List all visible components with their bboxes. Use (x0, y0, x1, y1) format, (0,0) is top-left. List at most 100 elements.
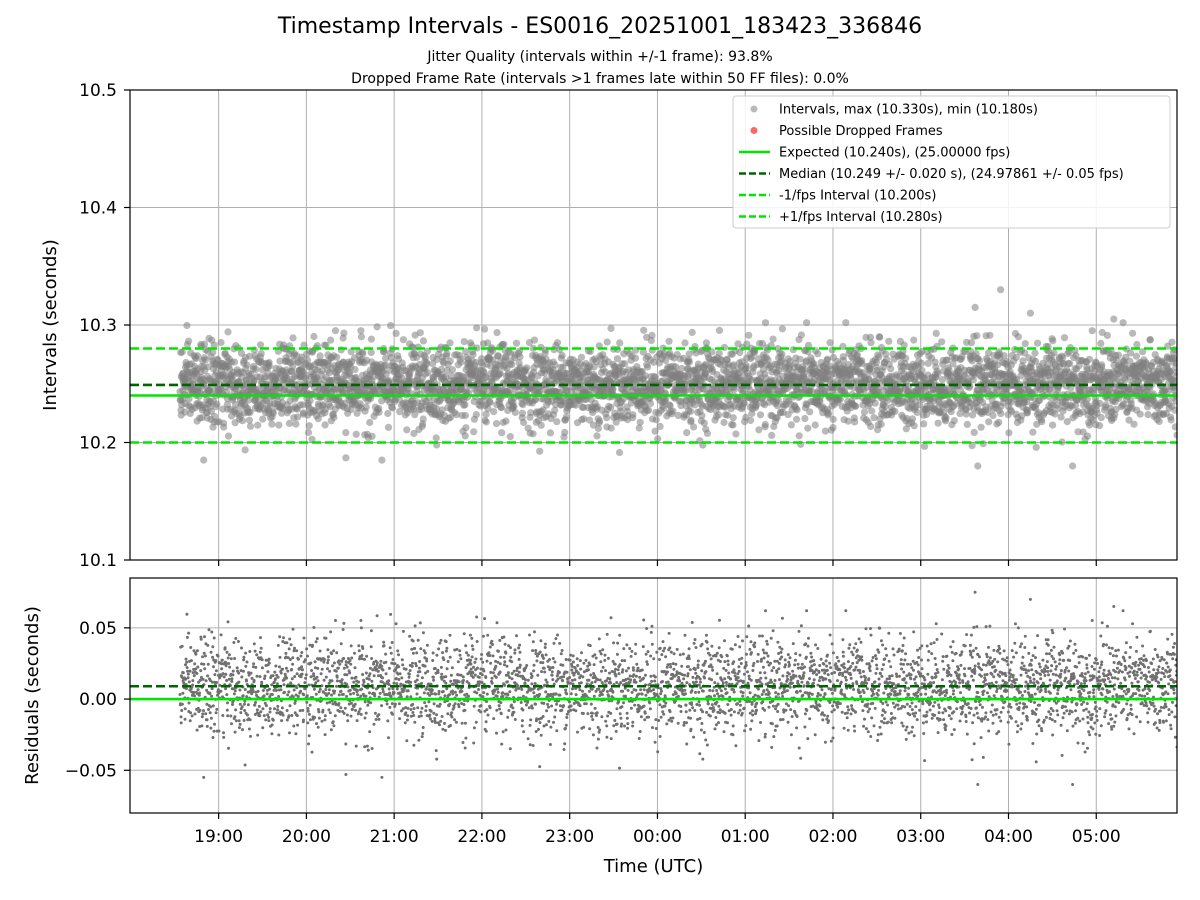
residual-point (282, 683, 286, 687)
residual-point (331, 702, 335, 706)
interval-point (963, 420, 971, 428)
interval-point (961, 348, 969, 356)
interval-point (997, 410, 1005, 418)
interval-point (446, 339, 454, 347)
residual-point (346, 657, 350, 660)
interval-point (492, 420, 501, 428)
residual-point (204, 679, 208, 683)
interval-point (887, 365, 895, 373)
interval-point (644, 406, 653, 414)
residual-point (299, 654, 303, 658)
interval-point (986, 331, 994, 339)
residual-point (253, 703, 257, 707)
residual-point (236, 640, 240, 643)
residual-point (318, 649, 322, 653)
residual-point (337, 659, 341, 663)
interval-point (660, 404, 668, 412)
interval-point (607, 324, 615, 332)
interval-point (997, 286, 1005, 294)
residual-point (322, 678, 326, 682)
interval-point (1146, 336, 1154, 344)
residual-point (215, 681, 219, 684)
residual-point (258, 650, 262, 654)
residual-point (241, 669, 245, 673)
residual-point (200, 724, 204, 728)
interval-point (382, 354, 390, 362)
residual-point (189, 646, 193, 649)
interval-point (473, 324, 481, 332)
residual-point (328, 700, 332, 704)
residual-point (275, 711, 279, 715)
interval-point (275, 421, 283, 429)
residual-point (206, 643, 210, 647)
residual-point (234, 708, 238, 712)
interval-point (801, 414, 809, 423)
residual-point (183, 717, 187, 721)
interval-point (254, 421, 262, 429)
interval-point (1021, 349, 1029, 357)
residual-point (288, 658, 292, 661)
residual-point (322, 660, 326, 664)
residual-point (231, 669, 235, 673)
residual-point (308, 703, 312, 707)
interval-point (1000, 352, 1008, 360)
interval-point (866, 333, 875, 341)
residual-point (348, 659, 352, 663)
residual-point (276, 675, 280, 679)
residual-point (235, 666, 239, 670)
residual-point (311, 643, 314, 647)
residual-point (216, 654, 220, 658)
interval-point (1130, 420, 1138, 428)
interval-point (316, 352, 324, 360)
interval-point (304, 428, 313, 437)
interval-point (851, 418, 859, 426)
residual-point (288, 637, 292, 641)
residual-point (219, 674, 223, 678)
interval-point (1066, 360, 1074, 368)
residual-point (211, 655, 215, 659)
residual-point (213, 673, 217, 677)
interval-point (884, 396, 892, 404)
interval-point (867, 339, 875, 347)
residual-point (352, 705, 356, 708)
residual-point (243, 763, 247, 767)
interval-point (1114, 351, 1122, 359)
residual-point (337, 693, 341, 697)
residual-point (307, 683, 311, 687)
residual-point (259, 646, 263, 650)
residual-point (300, 665, 304, 669)
interval-point (745, 331, 753, 339)
residual-point (326, 661, 330, 665)
residual-point (316, 725, 320, 729)
interval-point (457, 358, 465, 366)
interval-point (796, 355, 804, 363)
residual-point (350, 676, 354, 680)
interval-point (308, 435, 316, 443)
interval-point (1097, 339, 1105, 347)
interval-point (1023, 398, 1031, 406)
residual-point (241, 694, 245, 698)
chart-title: Timestamp Intervals - ES0016_20251001_18… (277, 14, 923, 39)
residual-point (188, 669, 192, 673)
residual-point (337, 702, 341, 706)
residual-point (226, 620, 230, 624)
interval-point (943, 356, 951, 364)
residual-point (205, 718, 209, 722)
interval-point (392, 329, 400, 337)
interval-point (1023, 409, 1031, 417)
residual-point (276, 708, 280, 712)
residual-point (253, 649, 257, 653)
interval-point (419, 415, 427, 423)
interval-point (318, 367, 326, 375)
residual-point (281, 640, 285, 643)
residual-point (189, 659, 193, 663)
interval-point (651, 373, 660, 381)
interval-point (651, 427, 659, 435)
residual-point (249, 671, 253, 675)
residual-point (186, 672, 190, 676)
interval-point (1119, 319, 1127, 327)
residual-point (290, 677, 294, 681)
residual-point (340, 659, 344, 663)
residual-point (258, 675, 262, 679)
interval-point (357, 333, 365, 341)
